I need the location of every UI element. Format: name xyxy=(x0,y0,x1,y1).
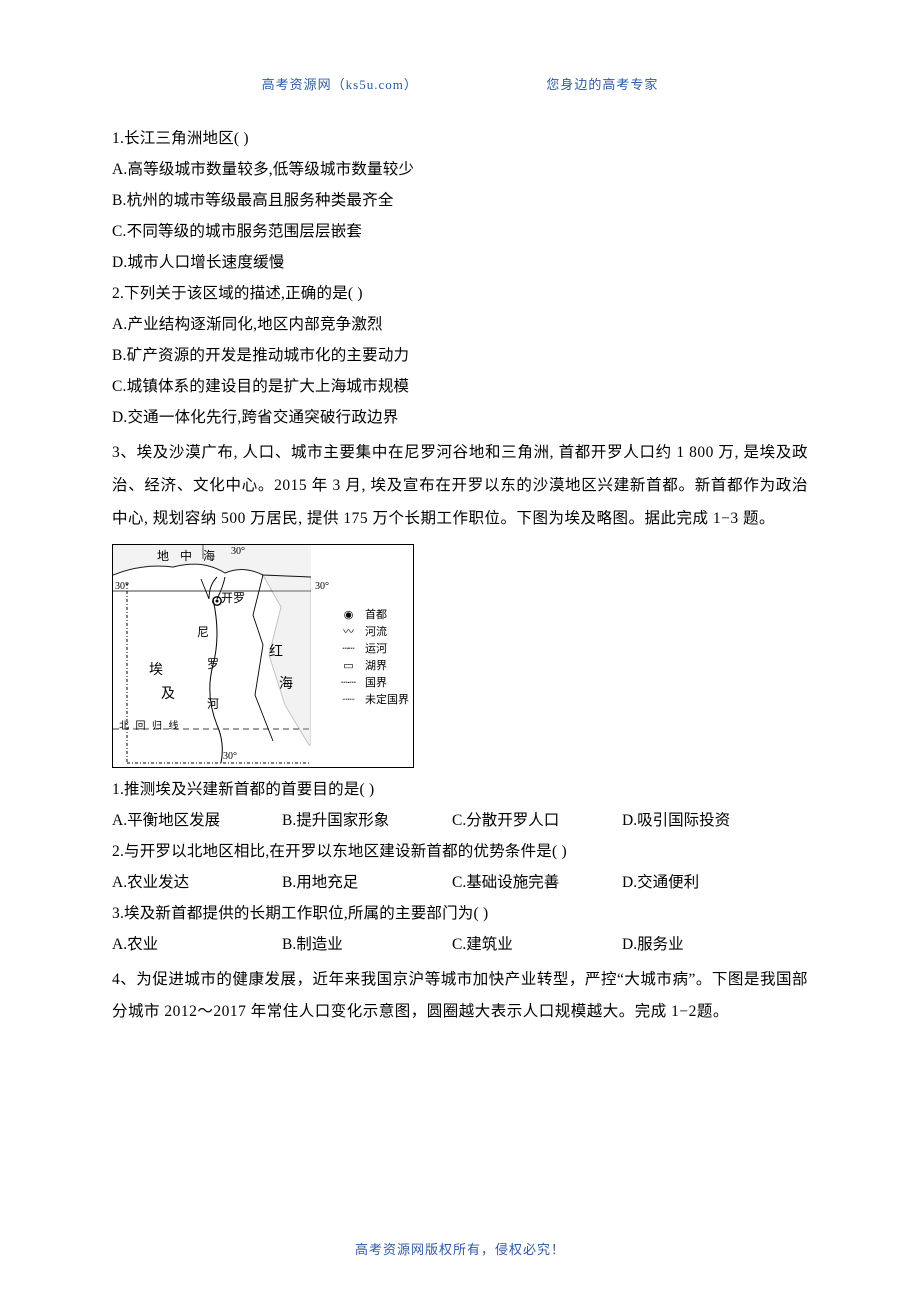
label-nile-1: 尼 xyxy=(197,623,209,640)
label-cairo: 开罗 xyxy=(221,589,245,606)
q3-3-d: D.服务业 xyxy=(622,929,792,960)
q3-1-c: C.分散开罗人口 xyxy=(452,805,622,836)
legend-lake: 湖界 xyxy=(365,660,387,672)
q3-2-d: D.交通便利 xyxy=(622,867,792,898)
label-lon-top: 30° xyxy=(231,546,245,557)
q3-3-a: A.农业 xyxy=(112,929,282,960)
passage-3: 3、埃及沙漠广布, 人口、城市主要集中在尼罗河谷地和三角洲, 首都开罗人口约 1… xyxy=(112,437,808,536)
q2-opt-b: B.矿产资源的开发是推动城市化的主要动力 xyxy=(112,340,808,371)
q3-1-options: A.平衡地区发展 B.提升国家形象 C.分散开罗人口 D.吸引国际投资 xyxy=(112,805,808,836)
q3-2-a: A.农业发达 xyxy=(112,867,282,898)
page-header: 高考资源网（ks5u.com） 您身边的高考专家 xyxy=(112,74,808,93)
legend-canal: 运河 xyxy=(365,643,387,655)
q2-opt-d: D.交通一体化先行,跨省交通突破行政边界 xyxy=(112,402,808,433)
label-med-sea: 地 中 海 xyxy=(157,547,219,564)
passage-4: 4、为促进城市的健康发展，近年来我国京沪等城市加快产业转型，严控“大城市病”。下… xyxy=(112,964,808,1030)
q3-2-b: B.用地充足 xyxy=(282,867,452,898)
map-legend: ◉首都 〰河流 ┄┄运河 ▭湖界 ┄·┄国界 ┈┈未定国界 xyxy=(331,607,409,709)
q3-3-options: A.农业 B.制造业 C.建筑业 D.服务业 xyxy=(112,929,808,960)
egypt-map-figure: 地 中 海 30° 30° 开罗 尼 罗 河 埃 及 红 海 北 回 归 线 3… xyxy=(112,544,414,768)
slogan-text: 您身边的高考专家 xyxy=(546,77,658,92)
q3-3-stem: 3.埃及新首都提供的长期工作职位,所属的主要部门为( ) xyxy=(112,898,808,929)
label-nile-2: 罗 xyxy=(207,655,219,672)
q3-1-b: B.提升国家形象 xyxy=(282,805,452,836)
q2-stem: 2.下列关于该区域的描述,正确的是( ) xyxy=(112,278,808,309)
q1-opt-b: B.杭州的城市等级最高且服务种类最齐全 xyxy=(112,185,808,216)
q3-1-d: D.吸引国际投资 xyxy=(622,805,792,836)
q3-1-stem: 1.推测埃及兴建新首都的首要目的是( ) xyxy=(112,774,808,805)
legend-undet: 未定国界 xyxy=(365,694,409,706)
q3-1-a: A.平衡地区发展 xyxy=(112,805,282,836)
legend-border: 国界 xyxy=(365,677,387,689)
map-panel: 地 中 海 30° 30° 开罗 尼 罗 河 埃 及 红 海 北 回 归 线 3… xyxy=(113,545,311,767)
label-lat-left: 30° xyxy=(115,581,129,592)
label-red-2: 海 xyxy=(279,673,293,693)
q1-stem: 1.长江三角洲地区( ) xyxy=(112,123,808,154)
q2-opt-a: A.产业结构逐渐同化,地区内部竞争激烈 xyxy=(112,309,808,340)
label-red-1: 红 xyxy=(269,641,283,661)
label-egypt-2: 及 xyxy=(161,683,175,703)
q2-opt-c: C.城镇体系的建设目的是扩大上海城市规模 xyxy=(112,371,808,402)
q3-2-options: A.农业发达 B.用地充足 C.基础设施完善 D.交通便利 xyxy=(112,867,808,898)
label-lon-bottom: 30° xyxy=(223,751,237,762)
label-tropic: 北 回 归 线 xyxy=(119,717,181,732)
legend-capital: 首都 xyxy=(365,609,387,621)
label-egypt-1: 埃 xyxy=(149,659,163,679)
q1-opt-d: D.城市人口增长速度缓慢 xyxy=(112,247,808,278)
q3-2-stem: 2.与开罗以北地区相比,在开罗以东地区建设新首都的优势条件是( ) xyxy=(112,836,808,867)
q3-3-c: C.建筑业 xyxy=(452,929,622,960)
q3-3-b: B.制造业 xyxy=(282,929,452,960)
page-footer: 高考资源网版权所有，侵权必究！ xyxy=(0,1239,920,1258)
brand-text: 高考资源网（ks5u.com） xyxy=(262,77,418,92)
legend-river: 河流 xyxy=(365,626,387,638)
label-lat-right: 30° xyxy=(315,581,329,592)
q1-opt-a: A.高等级城市数量较多,低等级城市数量较少 xyxy=(112,154,808,185)
q1-opt-c: C.不同等级的城市服务范围层层嵌套 xyxy=(112,216,808,247)
label-nile-3: 河 xyxy=(207,695,219,712)
q3-2-c: C.基础设施完善 xyxy=(452,867,622,898)
